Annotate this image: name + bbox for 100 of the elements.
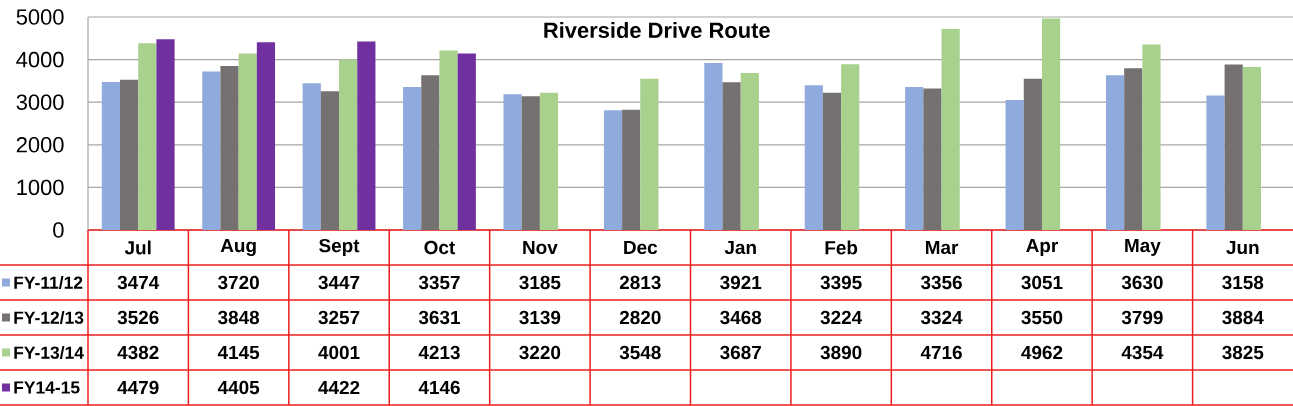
bar [622, 109, 641, 230]
data-label: 4405 [217, 380, 260, 395]
data-label: 3884 [1222, 310, 1264, 325]
data-label: 3848 [218, 310, 260, 325]
legend-label: FY-11/12 [14, 276, 83, 289]
y-tick-label: 3000 [16, 94, 64, 110]
data-label: 3474 [117, 275, 160, 290]
data-label: 3220 [519, 345, 561, 360]
bar [923, 88, 942, 230]
chart-title: Riverside Drive Route [544, 21, 770, 39]
bar [1224, 64, 1243, 230]
bar [1242, 67, 1261, 230]
data-label: 2820 [619, 310, 661, 325]
data-label: 4146 [418, 380, 460, 395]
data-label: 3890 [820, 345, 862, 360]
x-tick-label: Oct [424, 240, 455, 255]
bar [256, 42, 276, 230]
data-label: 4001 [318, 345, 360, 360]
bar [238, 53, 257, 230]
bar [101, 82, 121, 230]
data-label: 4213 [418, 345, 460, 360]
x-tick-label: Aug [220, 238, 256, 257]
data-label: 3720 [218, 275, 259, 290]
bar [822, 92, 842, 230]
x-tick-label: Feb [825, 240, 858, 255]
data-label: 3630 [1121, 275, 1163, 290]
data-label: 3356 [920, 275, 962, 290]
bar [1124, 68, 1143, 230]
y-tick-label: 2000 [16, 137, 64, 153]
bar [704, 62, 723, 230]
bar [1023, 78, 1042, 230]
bar [503, 94, 522, 230]
data-label: 3825 [1222, 345, 1264, 360]
data-label: 3357 [418, 275, 460, 290]
y-tick-label: 4000 [16, 51, 64, 68]
bar [722, 82, 741, 230]
data-label: 3550 [1021, 310, 1063, 325]
x-tick-label: Jun [1226, 240, 1259, 255]
y-tick-label: 5000 [16, 9, 64, 25]
x-tick-label: Sept [319, 238, 360, 257]
bar [1005, 100, 1024, 230]
data-label: 3158 [1222, 275, 1264, 290]
y-tick-label: 0 [53, 222, 64, 238]
bar [521, 96, 540, 230]
x-tick-label: Mar [925, 240, 959, 255]
bar [320, 91, 340, 230]
data-label: 4716 [920, 345, 962, 360]
bar [1041, 18, 1061, 230]
bar [138, 43, 157, 230]
data-label: 3447 [318, 275, 360, 290]
data-label: 3324 [920, 310, 963, 325]
bar [740, 72, 759, 230]
x-tick-label: Apr [1026, 239, 1058, 256]
bar [1206, 95, 1225, 230]
x-tick-label: Jan [724, 240, 756, 255]
data-label: 3139 [519, 310, 561, 325]
data-label: 3395 [820, 275, 862, 290]
bar [1105, 75, 1125, 230]
bar [202, 71, 221, 230]
data-label: 4145 [217, 345, 260, 360]
data-label: 3799 [1121, 310, 1163, 325]
bar [603, 110, 623, 230]
data-label: 3687 [720, 345, 761, 360]
bar [421, 75, 440, 230]
bar [220, 66, 239, 230]
data-label: 4962 [1021, 345, 1063, 360]
data-label: 3185 [519, 275, 561, 290]
legend-label: FY-12/13 [14, 311, 84, 324]
bar [357, 41, 376, 230]
y-tick-label: 1000 [17, 179, 64, 196]
bar [640, 78, 659, 230]
bar [804, 85, 823, 230]
bar [120, 79, 139, 230]
bar [457, 53, 476, 230]
x-tick-label: May [1125, 239, 1161, 256]
data-label: 3051 [1021, 275, 1063, 290]
x-tick-label: Dec [624, 240, 658, 255]
data-label: 2813 [619, 275, 661, 290]
data-label: 3468 [720, 310, 762, 325]
bar [941, 29, 960, 230]
data-label: 3526 [117, 310, 159, 325]
bar [156, 39, 175, 230]
bar [905, 87, 924, 230]
data-label: 3548 [619, 345, 661, 360]
legend-label: FY-13/14 [14, 346, 84, 359]
data-label: 3921 [720, 275, 762, 290]
bar [539, 92, 559, 230]
data-label: 4354 [1121, 345, 1164, 360]
bar [302, 83, 321, 230]
x-tick-label: Jul [124, 240, 151, 255]
bar [403, 86, 422, 230]
bar [339, 59, 358, 230]
bar [1142, 44, 1161, 230]
legend-label: FY14-15 [14, 381, 80, 394]
x-tick-label: Nov [523, 240, 558, 255]
data-label: 3224 [820, 310, 863, 325]
data-label: 4479 [117, 380, 159, 395]
data-label: 4422 [318, 380, 360, 395]
bar [841, 64, 860, 230]
data-label: 3631 [418, 310, 460, 325]
